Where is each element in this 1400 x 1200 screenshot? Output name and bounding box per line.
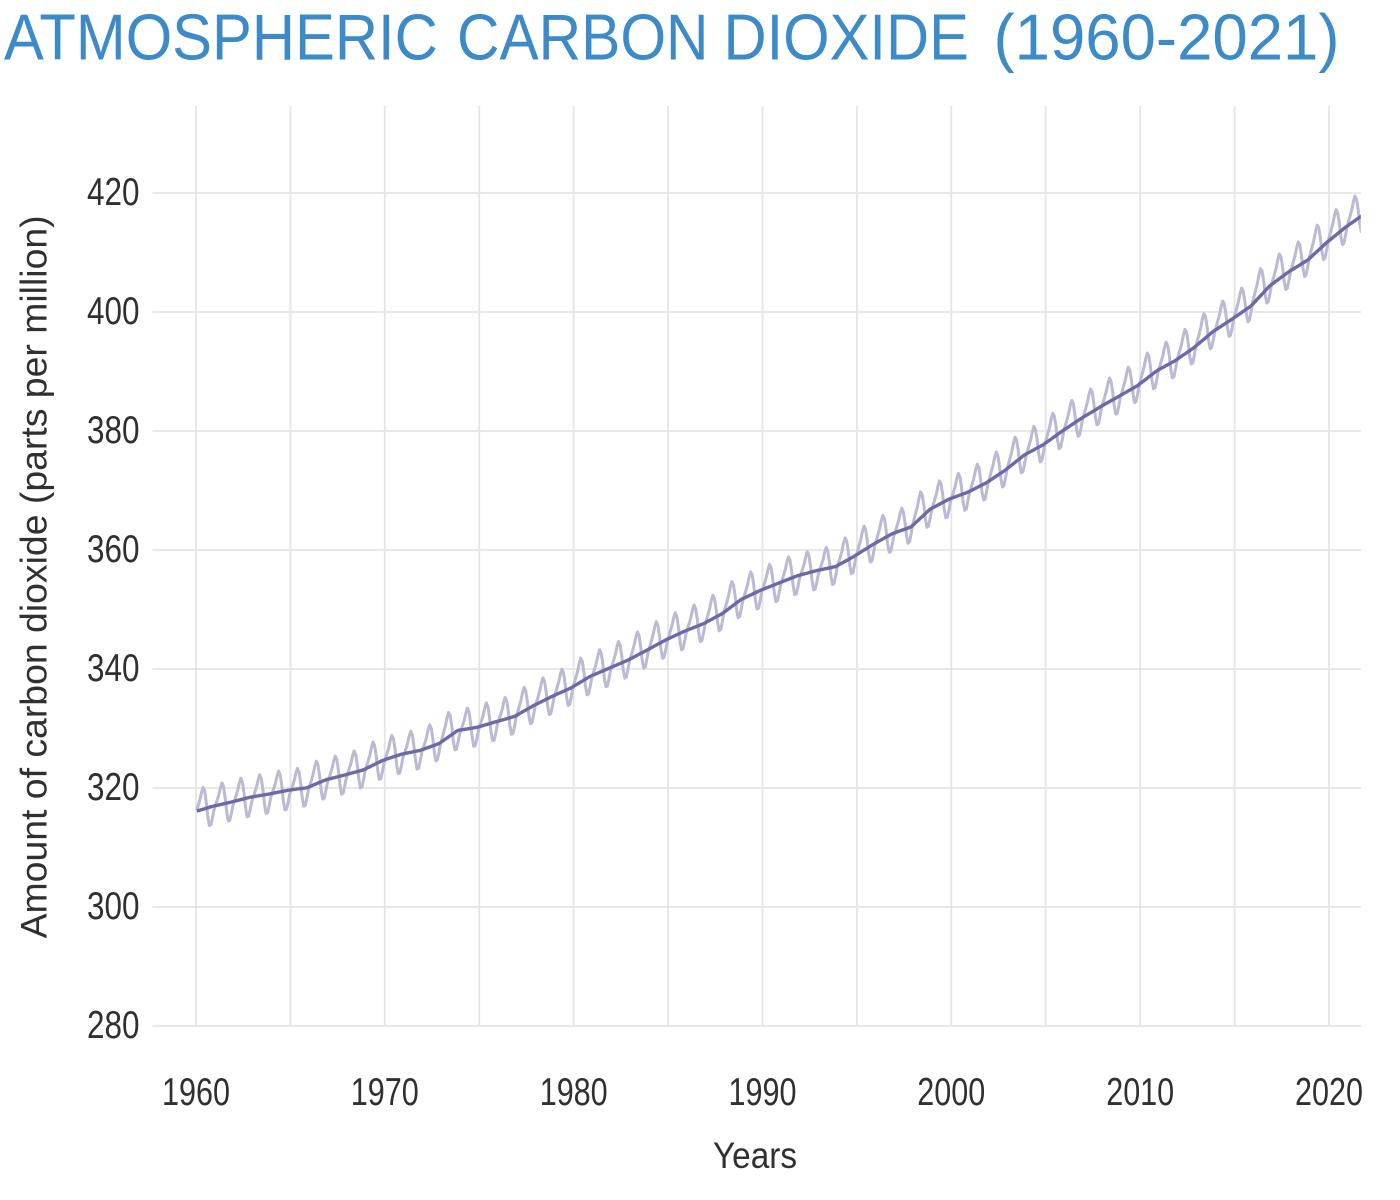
svg-text:2020: 2020: [1295, 1071, 1363, 1114]
svg-text:2000: 2000: [917, 1071, 985, 1114]
svg-text:360: 360: [87, 528, 140, 571]
svg-text:280: 280: [87, 1004, 140, 1047]
svg-text:1970: 1970: [351, 1071, 419, 1114]
svg-text:2010: 2010: [1106, 1071, 1174, 1114]
svg-text:400: 400: [87, 290, 140, 333]
svg-text:1980: 1980: [540, 1071, 608, 1114]
svg-text:(1960-2021): (1960-2021): [994, 1, 1340, 74]
svg-text:ATMOSPHERIC: ATMOSPHERIC: [4, 1, 438, 74]
svg-text:320: 320: [87, 766, 140, 809]
svg-text:Years: Years: [713, 1135, 797, 1176]
svg-text:340: 340: [87, 647, 140, 690]
svg-text:DIOXIDE: DIOXIDE: [724, 1, 969, 74]
svg-text:CARBON: CARBON: [457, 1, 709, 74]
svg-text:Amount of carbon dioxide (part: Amount of carbon dioxide (parts per mill…: [14, 215, 55, 938]
svg-text:380: 380: [87, 409, 140, 452]
svg-text:420: 420: [87, 171, 140, 214]
svg-text:1960: 1960: [162, 1071, 230, 1114]
svg-text:300: 300: [87, 885, 140, 928]
svg-text:1990: 1990: [729, 1071, 797, 1114]
